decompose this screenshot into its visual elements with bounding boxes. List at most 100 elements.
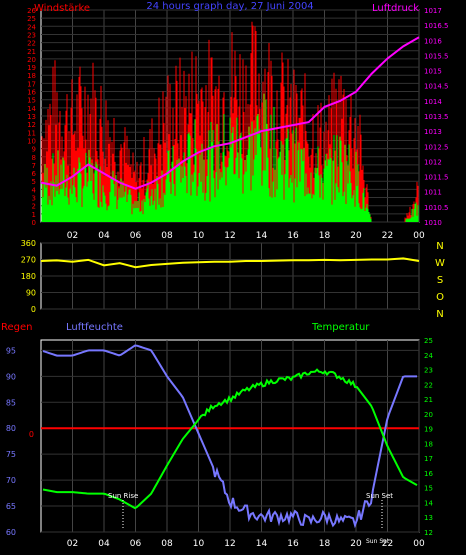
pressure-axis-label: Luftdruck [372, 3, 419, 14]
wind-tick-label: 5 [32, 178, 36, 186]
x-tick-label: 04 [98, 231, 110, 241]
temperature-tick-label: 16 [424, 470, 433, 478]
wind-tick-label: 13 [27, 113, 36, 121]
wind-axis-label: Windstärke [34, 3, 90, 14]
compass-label: S [437, 275, 443, 286]
temperature-tick-label: 20 [424, 411, 433, 419]
wind-tick-label: 4 [32, 186, 37, 194]
pressure-tick-label: 1011 [424, 189, 442, 197]
x-tick-label: 00 [413, 539, 425, 549]
temperature-tick-label: 23 [424, 367, 433, 375]
wind-tick-label: 24 [27, 23, 36, 31]
direction-tick-label: 270 [21, 256, 36, 265]
temperature-tick-label: 22 [424, 381, 433, 389]
sunset-label-bottom: Sun Set [366, 538, 390, 545]
pressure-tick-label: 1011.5 [424, 174, 449, 182]
wind-tick-label: 6 [32, 170, 37, 178]
temperature-tick-label: 15 [424, 485, 433, 493]
humidity-axis-label: Luftfeuchte [66, 322, 123, 333]
x-tick-label: 10 [193, 539, 205, 549]
humidity-temperature-panel: 60 65 70 75 80 85 90 95 12 13 14 15 16 17 18 19 20 21 22 2… [1, 322, 433, 549]
pressure-tick-label: 1013.5 [424, 113, 449, 121]
temperature-tick-label: 19 [424, 426, 433, 434]
x-axis-ticks: 02 04 06 08 10 12 14 16 18 20 22 00 [67, 539, 425, 549]
temperature-tick-label: 17 [424, 455, 433, 463]
temperature-tick-label: 13 [424, 514, 433, 522]
pressure-tick-label: 1014.5 [424, 83, 449, 91]
x-tick-label: 06 [130, 231, 142, 241]
temperature-tick-label: 14 [424, 499, 433, 507]
x-tick-label: 16 [287, 231, 299, 241]
x-tick-label: 22 [382, 231, 393, 241]
x-tick-label: 14 [256, 231, 268, 241]
x-tick-label: 08 [161, 539, 173, 549]
x-tick-label: 00 [413, 231, 425, 241]
compass-label: N [436, 241, 443, 252]
wind-tick-label: 2 [32, 203, 36, 211]
compass-label: O [436, 292, 444, 303]
sunrise-label: Sun Rise [108, 492, 138, 500]
chart-title: 24 hours graph day, 27 Juni 2004 [146, 1, 313, 12]
humidity-tick-label: 95 [6, 346, 16, 355]
x-tick-label: 22 [382, 539, 393, 549]
direction-series [40, 257, 420, 269]
wind-tick-label: 7 [32, 162, 36, 170]
wind-tick-label: 8 [32, 154, 36, 162]
humidity-tick-label: 85 [6, 398, 16, 407]
wind-tick-label: 20 [27, 56, 36, 64]
wind-tick-label: 17 [27, 80, 36, 88]
wind-tick-label: 14 [27, 105, 36, 113]
humidity-tick-label: 90 [6, 372, 16, 381]
humidity-tick-label: 80 [6, 424, 16, 433]
temperature-tick-label: 24 [424, 352, 433, 360]
sunset-label: Sun Set [366, 492, 393, 500]
temperature-tick-label: 25 [424, 337, 433, 345]
wind-tick-label: 1 [32, 211, 36, 219]
wind-tick-label: 3 [32, 195, 36, 203]
direction-tick-label: 180 [21, 272, 36, 281]
rain-zero-label: 0 [29, 430, 34, 439]
wind-tick-label: 23 [27, 31, 36, 39]
pressure-tick-label: 1012 [424, 158, 442, 166]
x-tick-label: 20 [350, 231, 362, 241]
temperature-axis-ticks: 12 13 14 15 16 17 18 19 20 21 22 23 24 25 [424, 337, 433, 537]
grid [41, 242, 420, 310]
wind-tick-label: 19 [27, 64, 36, 72]
humidity-axis-ticks: 60 65 70 75 80 85 90 95 [6, 346, 16, 537]
wind-tick-label: 10 [27, 137, 36, 145]
temperature-axis-label: Temperatur [311, 322, 370, 333]
pressure-axis-ticks: 1010 1010.5 1011 1011.5 1012 1012.5 1013 1013.5… [424, 7, 449, 227]
humidity-tick-label: 75 [6, 450, 16, 459]
x-tick-label: 10 [193, 231, 205, 241]
x-tick-label: 04 [98, 539, 110, 549]
grid [41, 340, 420, 533]
wind-bars [41, 21, 419, 222]
pressure-tick-label: 1015.5 [424, 52, 449, 60]
humidity-tick-label: 70 [6, 476, 16, 485]
wind-tick-label: 0 [32, 219, 36, 227]
x-tick-label: 14 [256, 539, 268, 549]
x-tick-label: 02 [67, 231, 78, 241]
x-tick-label: 18 [319, 231, 331, 241]
x-tick-label: 06 [130, 539, 142, 549]
pressure-tick-label: 1016.5 [424, 22, 449, 30]
temperature-tick-label: 12 [424, 529, 433, 537]
wind-tick-label: 12 [27, 121, 36, 129]
x-tick-label: 08 [161, 231, 173, 241]
direction-line [40, 257, 420, 269]
compass-label: N [436, 309, 443, 320]
pressure-tick-label: 1016 [424, 37, 442, 45]
pressure-tick-label: 1013 [424, 128, 442, 136]
wind-tick-label: 21 [27, 48, 36, 56]
pressure-line [40, 36, 420, 190]
temperature-tick-label: 18 [424, 440, 433, 448]
pressure-tick-label: 1010 [424, 219, 442, 227]
x-axis-ticks: 02 04 06 08 10 12 14 16 18 20 22 00 [67, 231, 425, 241]
wind-tick-label: 11 [27, 129, 36, 137]
wind-tick-label: 26 [27, 7, 36, 15]
wind-axis-ticks: 0123456789101112131415161718192021222324… [27, 7, 36, 227]
humidity-tick-label: 65 [6, 502, 16, 511]
wind-tick-label: 25 [27, 15, 36, 23]
